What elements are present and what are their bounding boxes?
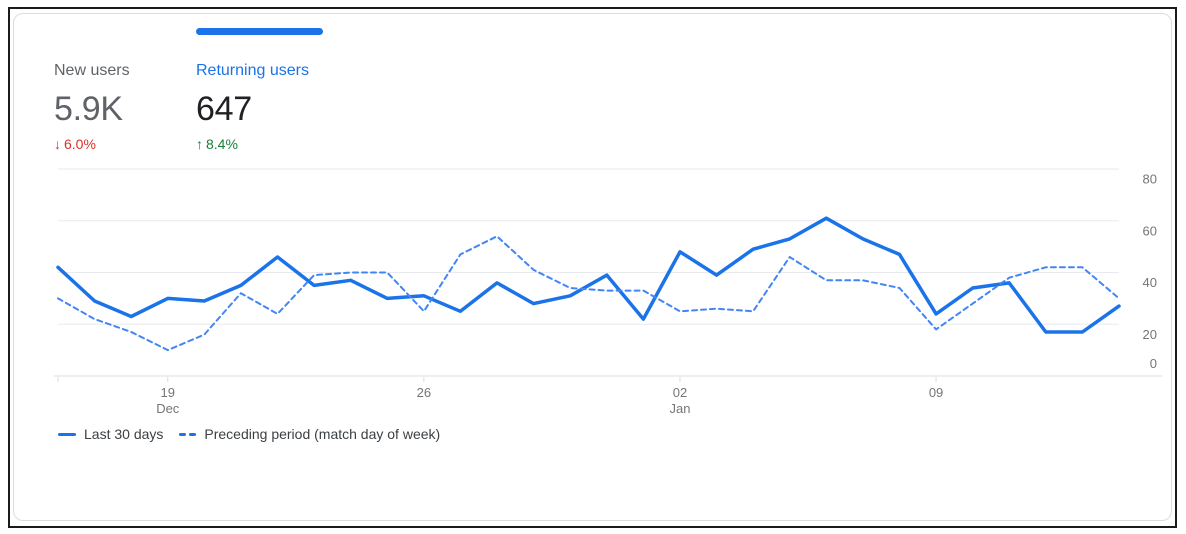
- x-axis-label-day: 19: [161, 385, 175, 400]
- delta-value: 6.0%: [64, 136, 96, 152]
- x-axis-label-month: Jan: [669, 401, 690, 416]
- users-chart-card: New users 5.9K ↓ 6.0% Returning users 647…: [13, 13, 1172, 521]
- x-axis-label-day: 26: [417, 385, 431, 400]
- metric-delta-negative: ↓ 6.0%: [54, 136, 184, 152]
- legend-item-preceding-period: Preceding period (match day of week): [179, 426, 440, 442]
- metric-delta-positive: ↑ 8.4%: [196, 136, 366, 152]
- solid-line-swatch-icon: [58, 432, 76, 436]
- legend-item-last-30-days: Last 30 days: [58, 426, 163, 442]
- y-axis-label: 0: [1150, 356, 1157, 371]
- y-axis-label: 40: [1143, 275, 1157, 290]
- metric-label: New users: [54, 62, 130, 79]
- metric-value: 5.9K: [54, 90, 123, 128]
- legend-label: Preceding period (match day of week): [204, 426, 441, 442]
- x-axis-label-day: 09: [929, 385, 943, 400]
- tab-new-users[interactable]: New users 5.9K ↓ 6.0%: [54, 62, 184, 152]
- delta-value: 8.4%: [206, 136, 238, 152]
- dashed-line-swatch-icon: [179, 432, 197, 436]
- y-axis-label: 60: [1143, 223, 1157, 238]
- legend-label: Last 30 days: [84, 426, 164, 442]
- x-axis-label-month: Dec: [156, 401, 180, 416]
- x-axis-label-day: 02: [673, 385, 687, 400]
- y-axis-label: 80: [1143, 172, 1157, 187]
- metric-label: Returning users: [196, 62, 309, 79]
- series-line-solid: [56, 216, 1121, 334]
- series-line-dashed: [57, 235, 1120, 352]
- y-axis-label: 20: [1143, 327, 1157, 342]
- metric-value: 647: [196, 90, 252, 128]
- selected-tab-indicator: [196, 28, 323, 35]
- arrow-down-icon: ↓: [54, 136, 61, 152]
- tab-returning-users[interactable]: Returning users 647 ↑ 8.4%: [196, 62, 366, 152]
- chart-legend: Last 30 days Preceding period (match day…: [58, 426, 440, 442]
- arrow-up-icon: ↑: [196, 136, 203, 152]
